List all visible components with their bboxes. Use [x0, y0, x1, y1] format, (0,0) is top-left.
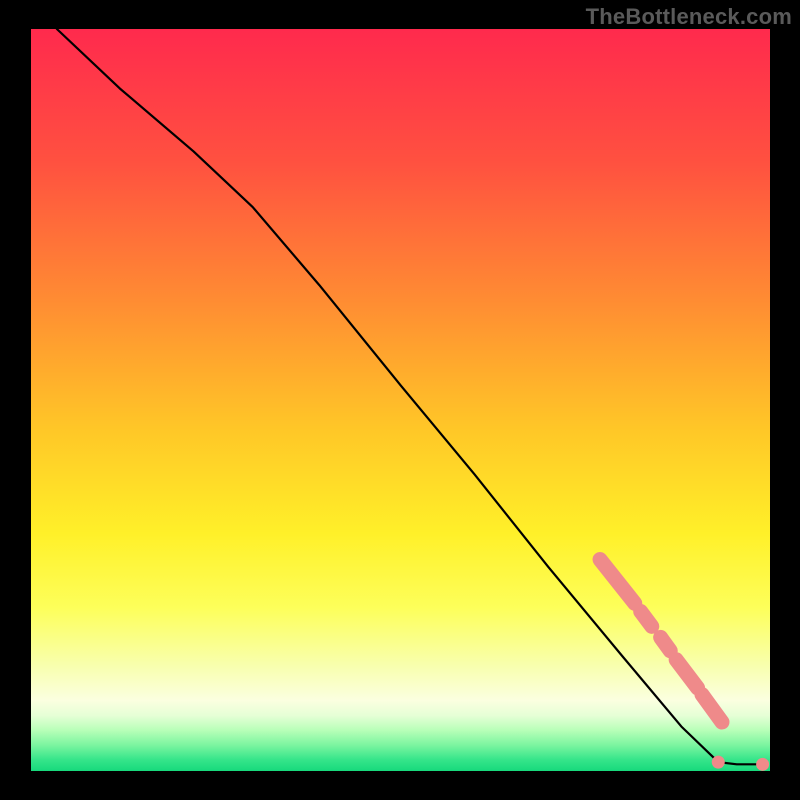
- chart-svg: [0, 0, 800, 800]
- plot-area: [31, 29, 770, 771]
- marker-pill: [661, 637, 671, 650]
- marker-dot: [756, 758, 769, 771]
- chart-stage: TheBottleneck.com: [0, 0, 800, 800]
- attribution-text: TheBottleneck.com: [586, 4, 792, 30]
- marker-dot: [712, 756, 725, 769]
- marker-pill: [641, 611, 652, 626]
